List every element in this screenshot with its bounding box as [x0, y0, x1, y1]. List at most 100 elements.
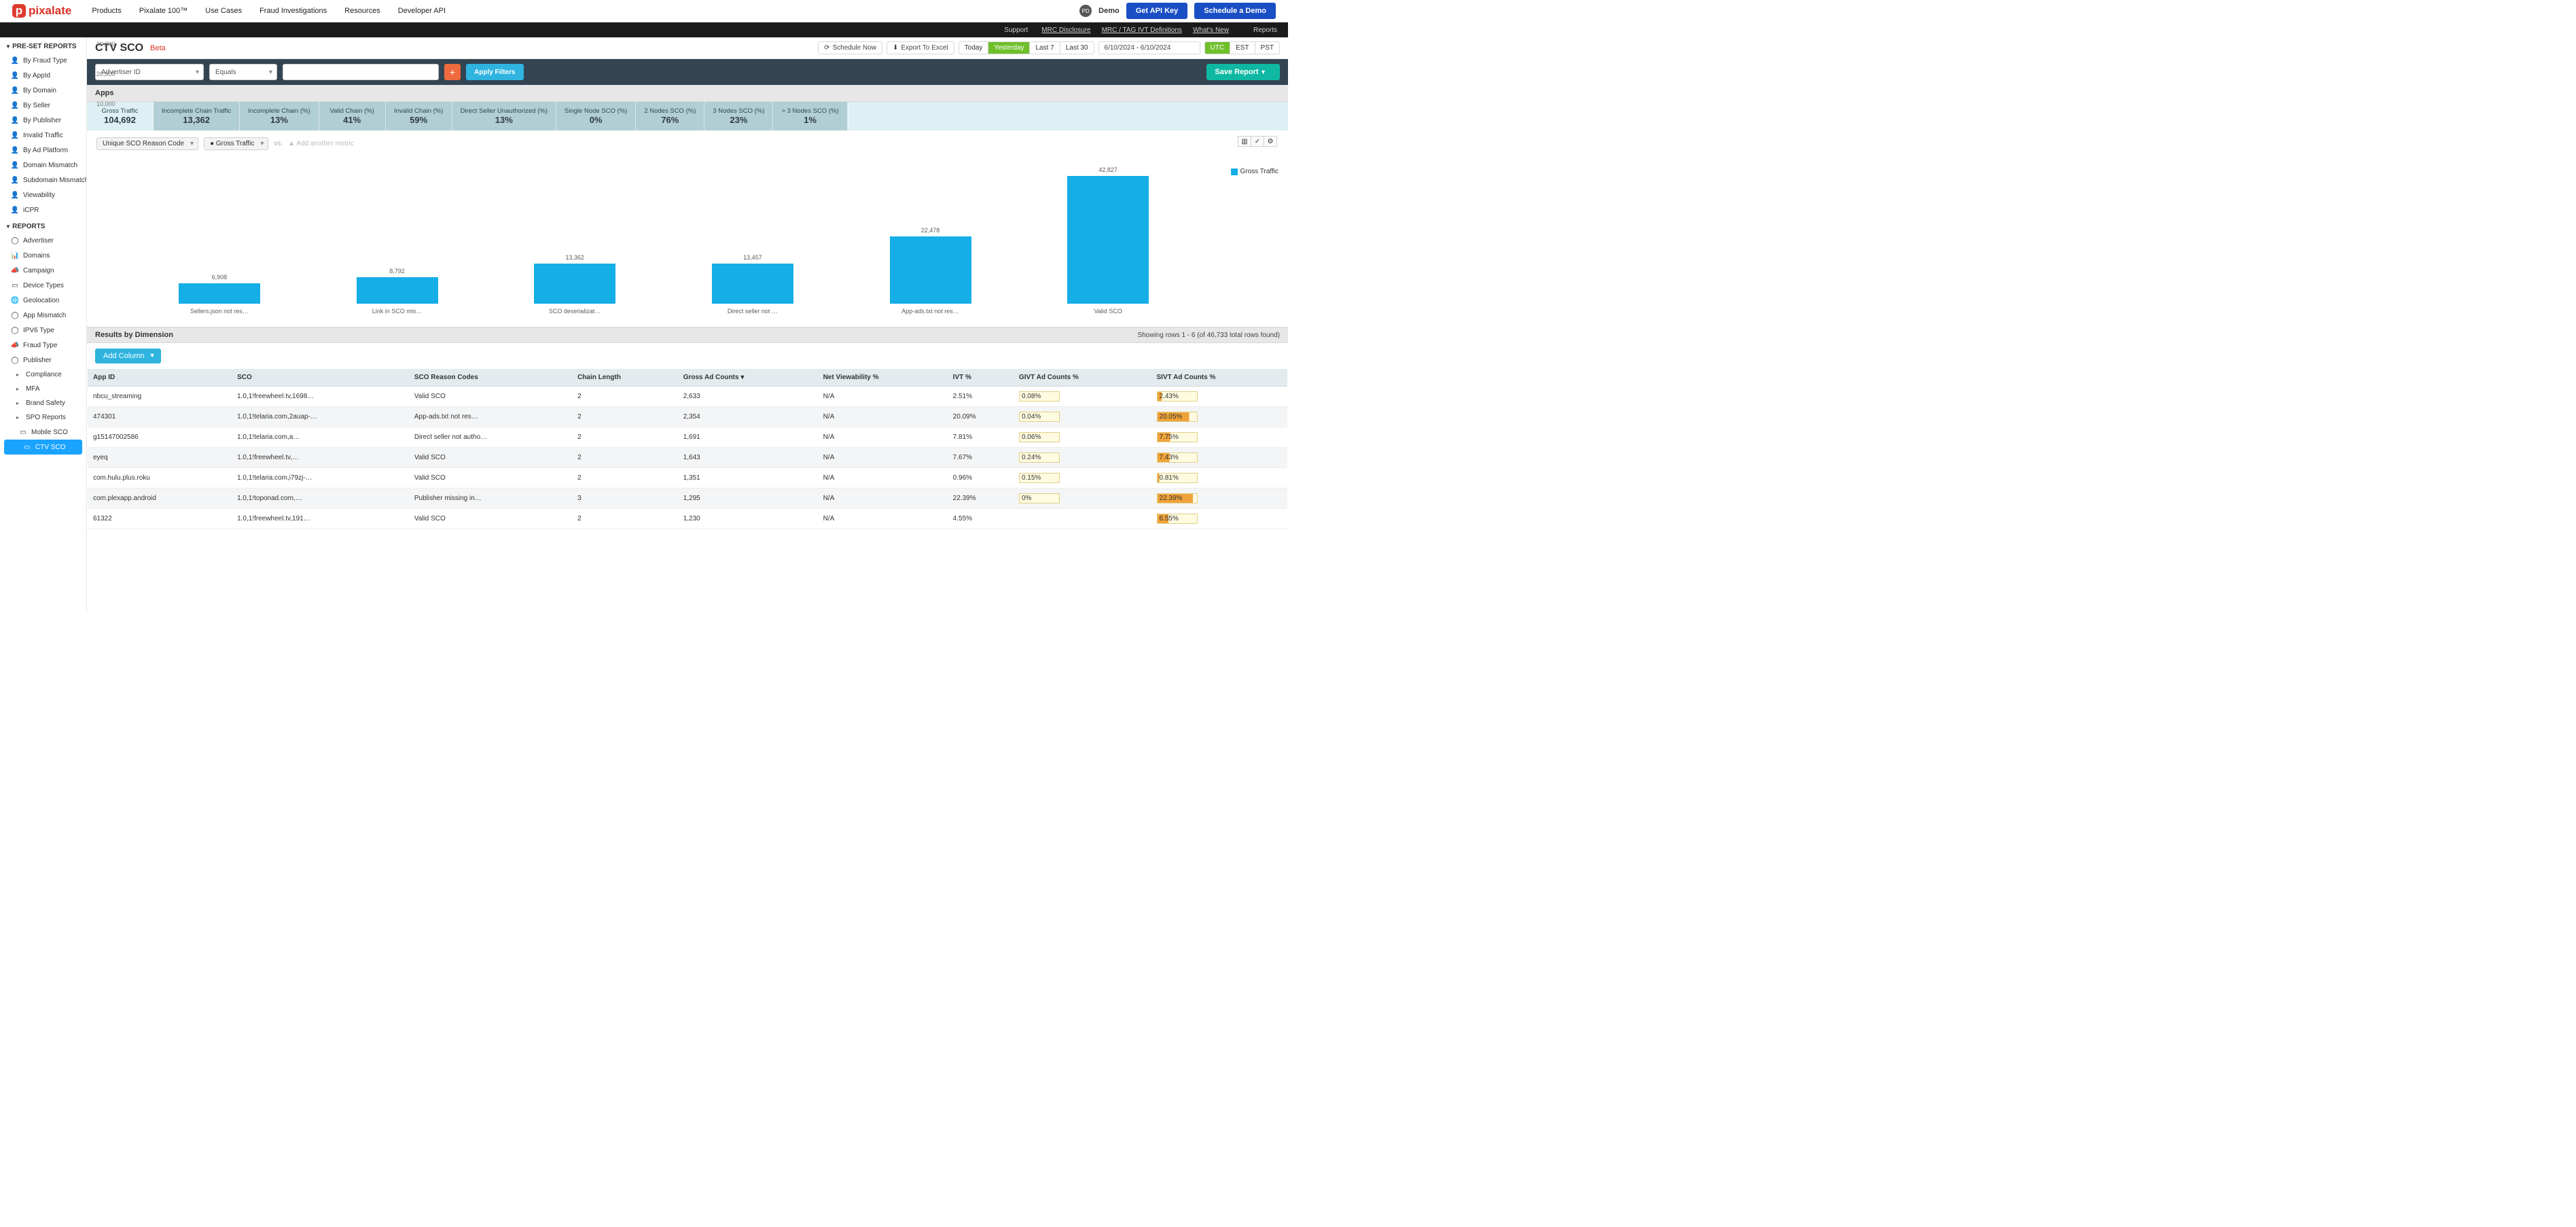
brand-logo[interactable]: p pixalate: [12, 4, 71, 18]
sidebar-item-ctv-sco[interactable]: ▭CTV SCO: [4, 440, 82, 455]
sidebar-item[interactable]: 📣Fraud Type: [0, 338, 86, 353]
table-row[interactable]: 4743011.0,1!telaria.com,2auap-…App-ads.t…: [88, 407, 1287, 427]
filter-value-input[interactable]: [283, 64, 439, 80]
chart-type-line-icon[interactable]: ✓: [1251, 136, 1264, 147]
user-avatar[interactable]: PD: [1079, 5, 1092, 17]
chart-dimension-select[interactable]: Unique SCO Reason Code: [96, 137, 198, 150]
sidebar-item[interactable]: 👤Viewability: [0, 188, 86, 202]
table-row[interactable]: com.hulu.plus.roku1.0,1!telaria.com,i79z…: [88, 468, 1287, 488]
get-api-key-button[interactable]: Get API Key: [1126, 3, 1188, 19]
rect-icon: ▭: [11, 281, 19, 289]
kpi-tile[interactable]: 3 Nodes SCO (%)23%: [704, 102, 773, 130]
chart-metric-select[interactable]: ● Gross Traffic: [204, 137, 268, 150]
chart-bar[interactable]: 6,908: [179, 283, 260, 304]
sidebar-item[interactable]: 👤By AppId: [0, 68, 86, 83]
chart-bar[interactable]: 13,457: [712, 264, 793, 304]
sidebar-item[interactable]: 🌐Geolocation: [0, 293, 86, 308]
date-range-picker[interactable]: 6/10/2024 - 6/10/2024: [1098, 41, 1200, 54]
topnav-item[interactable]: Products: [92, 7, 121, 15]
table-header[interactable]: Gross Ad Counts ▾: [678, 369, 818, 387]
topnav-item[interactable]: Developer API: [398, 7, 446, 15]
chart-settings-icon[interactable]: ⚙: [1264, 136, 1277, 147]
kpi-tile[interactable]: Invalid Chain (%)59%: [386, 102, 452, 130]
sidebar-item-mobile-sco[interactable]: ▭Mobile SCO: [0, 425, 86, 440]
table-header[interactable]: Chain Length: [572, 369, 678, 387]
kpi-tile[interactable]: Incomplete Chain (%)13%: [240, 102, 319, 130]
table-header[interactable]: SCO Reason Codes: [409, 369, 572, 387]
topnav-item[interactable]: Use Cases: [205, 7, 242, 15]
export-excel-button[interactable]: ⬇ Export To Excel: [887, 41, 954, 54]
sidebar-item[interactable]: ◯Advertiser: [0, 233, 86, 248]
sidebar-item[interactable]: 👤By Seller: [0, 98, 86, 113]
sidebar-item[interactable]: 👤Invalid Traffic: [0, 128, 86, 143]
table-row[interactable]: nbcu_streaming1.0,1!freewheel.tv,1698…Va…: [88, 387, 1287, 407]
chart-type-toggle: ▥ ✓ ⚙: [1238, 136, 1277, 147]
kpi-tile[interactable]: Valid Chain (%)41%: [319, 102, 386, 130]
tz-utc[interactable]: UTC: [1205, 42, 1231, 54]
kpi-tile[interactable]: > 3 Nodes SCO (%)1%: [773, 102, 847, 130]
reports-link[interactable]: Reports: [1253, 26, 1277, 34]
tz-est[interactable]: EST: [1230, 42, 1255, 54]
kpi-tile[interactable]: Incomplete Chain Traffic13,362: [154, 102, 240, 130]
infobar-link[interactable]: MRC Disclosure: [1041, 26, 1090, 34]
sidebar-item[interactable]: 👤Domain Mismatch: [0, 158, 86, 173]
sidebar-item[interactable]: 👤Subdomain Mismatch: [0, 173, 86, 188]
topnav-item[interactable]: Pixalate 100™: [139, 7, 188, 15]
sidebar-item[interactable]: ◯App Mismatch: [0, 308, 86, 323]
schedule-now-button[interactable]: ⟳ Schedule Now: [818, 41, 882, 54]
table-row[interactable]: com.plexapp.android1.0,1!toponad.com,…Pu…: [88, 488, 1287, 509]
sidebar-item[interactable]: ◯IPV6 Type: [0, 323, 86, 338]
table-header[interactable]: Net Viewability %: [818, 369, 948, 387]
add-filter-button[interactable]: +: [444, 64, 461, 80]
schedule-demo-button[interactable]: Schedule a Demo: [1194, 3, 1276, 19]
brand-logo-icon: p: [12, 4, 26, 18]
support-link[interactable]: Support: [1004, 26, 1028, 34]
tz-pst[interactable]: PST: [1255, 42, 1279, 54]
infobar-link[interactable]: MRC / TAG IVT Definitions: [1102, 26, 1182, 34]
range-last-30[interactable]: Last 30: [1060, 42, 1094, 54]
table-row[interactable]: g151470025861.0,1!telaria.com,a…Direct s…: [88, 427, 1287, 448]
sidebar-section-reports[interactable]: REPORTS: [0, 217, 86, 233]
add-metric-button[interactable]: ▲ Add another metric: [288, 140, 354, 147]
table-row[interactable]: 613221.0,1!freewheel.tv,191…Valid SCO21,…: [88, 509, 1287, 529]
range-last-7[interactable]: Last 7: [1030, 42, 1060, 54]
sidebar-item[interactable]: ▭Device Types: [0, 278, 86, 293]
chart-bar[interactable]: 13,362: [534, 264, 615, 304]
sidebar-item[interactable]: 👤By Publisher: [0, 113, 86, 128]
kpi-tile[interactable]: Direct Seller Unauthorized (%)13%: [452, 102, 556, 130]
table-header[interactable]: IVT %: [948, 369, 1014, 387]
chart-bar[interactable]: 42,827: [1067, 176, 1149, 304]
filter-operator-select[interactable]: Equals: [209, 64, 277, 80]
topnav-item[interactable]: Fraud Investigations: [260, 7, 327, 15]
topnav-item[interactable]: Resources: [344, 7, 380, 15]
sidebar-item[interactable]: ◯Publisher: [0, 353, 86, 368]
person-icon: 👤: [11, 56, 19, 65]
infobar-link[interactable]: What's New: [1193, 26, 1229, 34]
sidebar-item[interactable]: 👤By Domain: [0, 83, 86, 98]
chart-bar[interactable]: 8,792: [357, 277, 438, 304]
sidebar-subitem[interactable]: MFA: [0, 382, 86, 396]
range-today[interactable]: Today: [959, 42, 989, 54]
sidebar-item[interactable]: 👤By Ad Platform: [0, 143, 86, 158]
chart-type-bar-icon[interactable]: ▥: [1238, 136, 1251, 147]
table-row[interactable]: eyeq1.0,1!freewheel.tv,…Valid SCO21,643N…: [88, 448, 1287, 468]
add-column-button[interactable]: Add Column: [95, 349, 161, 363]
table-header[interactable]: SIVT Ad Counts %: [1151, 369, 1287, 387]
table-header[interactable]: SCO: [232, 369, 409, 387]
kpi-tile[interactable]: Single Node SCO (%)0%: [556, 102, 636, 130]
sidebar-item[interactable]: 📣Campaign: [0, 263, 86, 278]
sidebar-item[interactable]: 👤iCPR: [0, 202, 86, 217]
range-yesterday[interactable]: Yesterday: [988, 42, 1030, 54]
table-header[interactable]: GIVT Ad Counts %: [1014, 369, 1151, 387]
kpi-tile[interactable]: 2 Nodes SCO (%)76%: [636, 102, 704, 130]
sidebar-subitem[interactable]: Compliance: [0, 368, 86, 382]
sidebar-item[interactable]: 👤By Fraud Type: [0, 53, 86, 68]
chart-bar[interactable]: 22,478: [890, 236, 971, 304]
sidebar-section-preset[interactable]: PRE-SET REPORTS: [0, 37, 86, 53]
sidebar-subitem[interactable]: Brand Safety: [0, 396, 86, 410]
table-header[interactable]: App ID: [88, 369, 232, 387]
sidebar-section-spo[interactable]: SPO Reports: [0, 410, 86, 425]
sidebar-item[interactable]: 📊Domains: [0, 248, 86, 263]
apply-filters-button[interactable]: Apply Filters: [466, 64, 524, 80]
save-report-button[interactable]: Save Report: [1206, 64, 1280, 80]
